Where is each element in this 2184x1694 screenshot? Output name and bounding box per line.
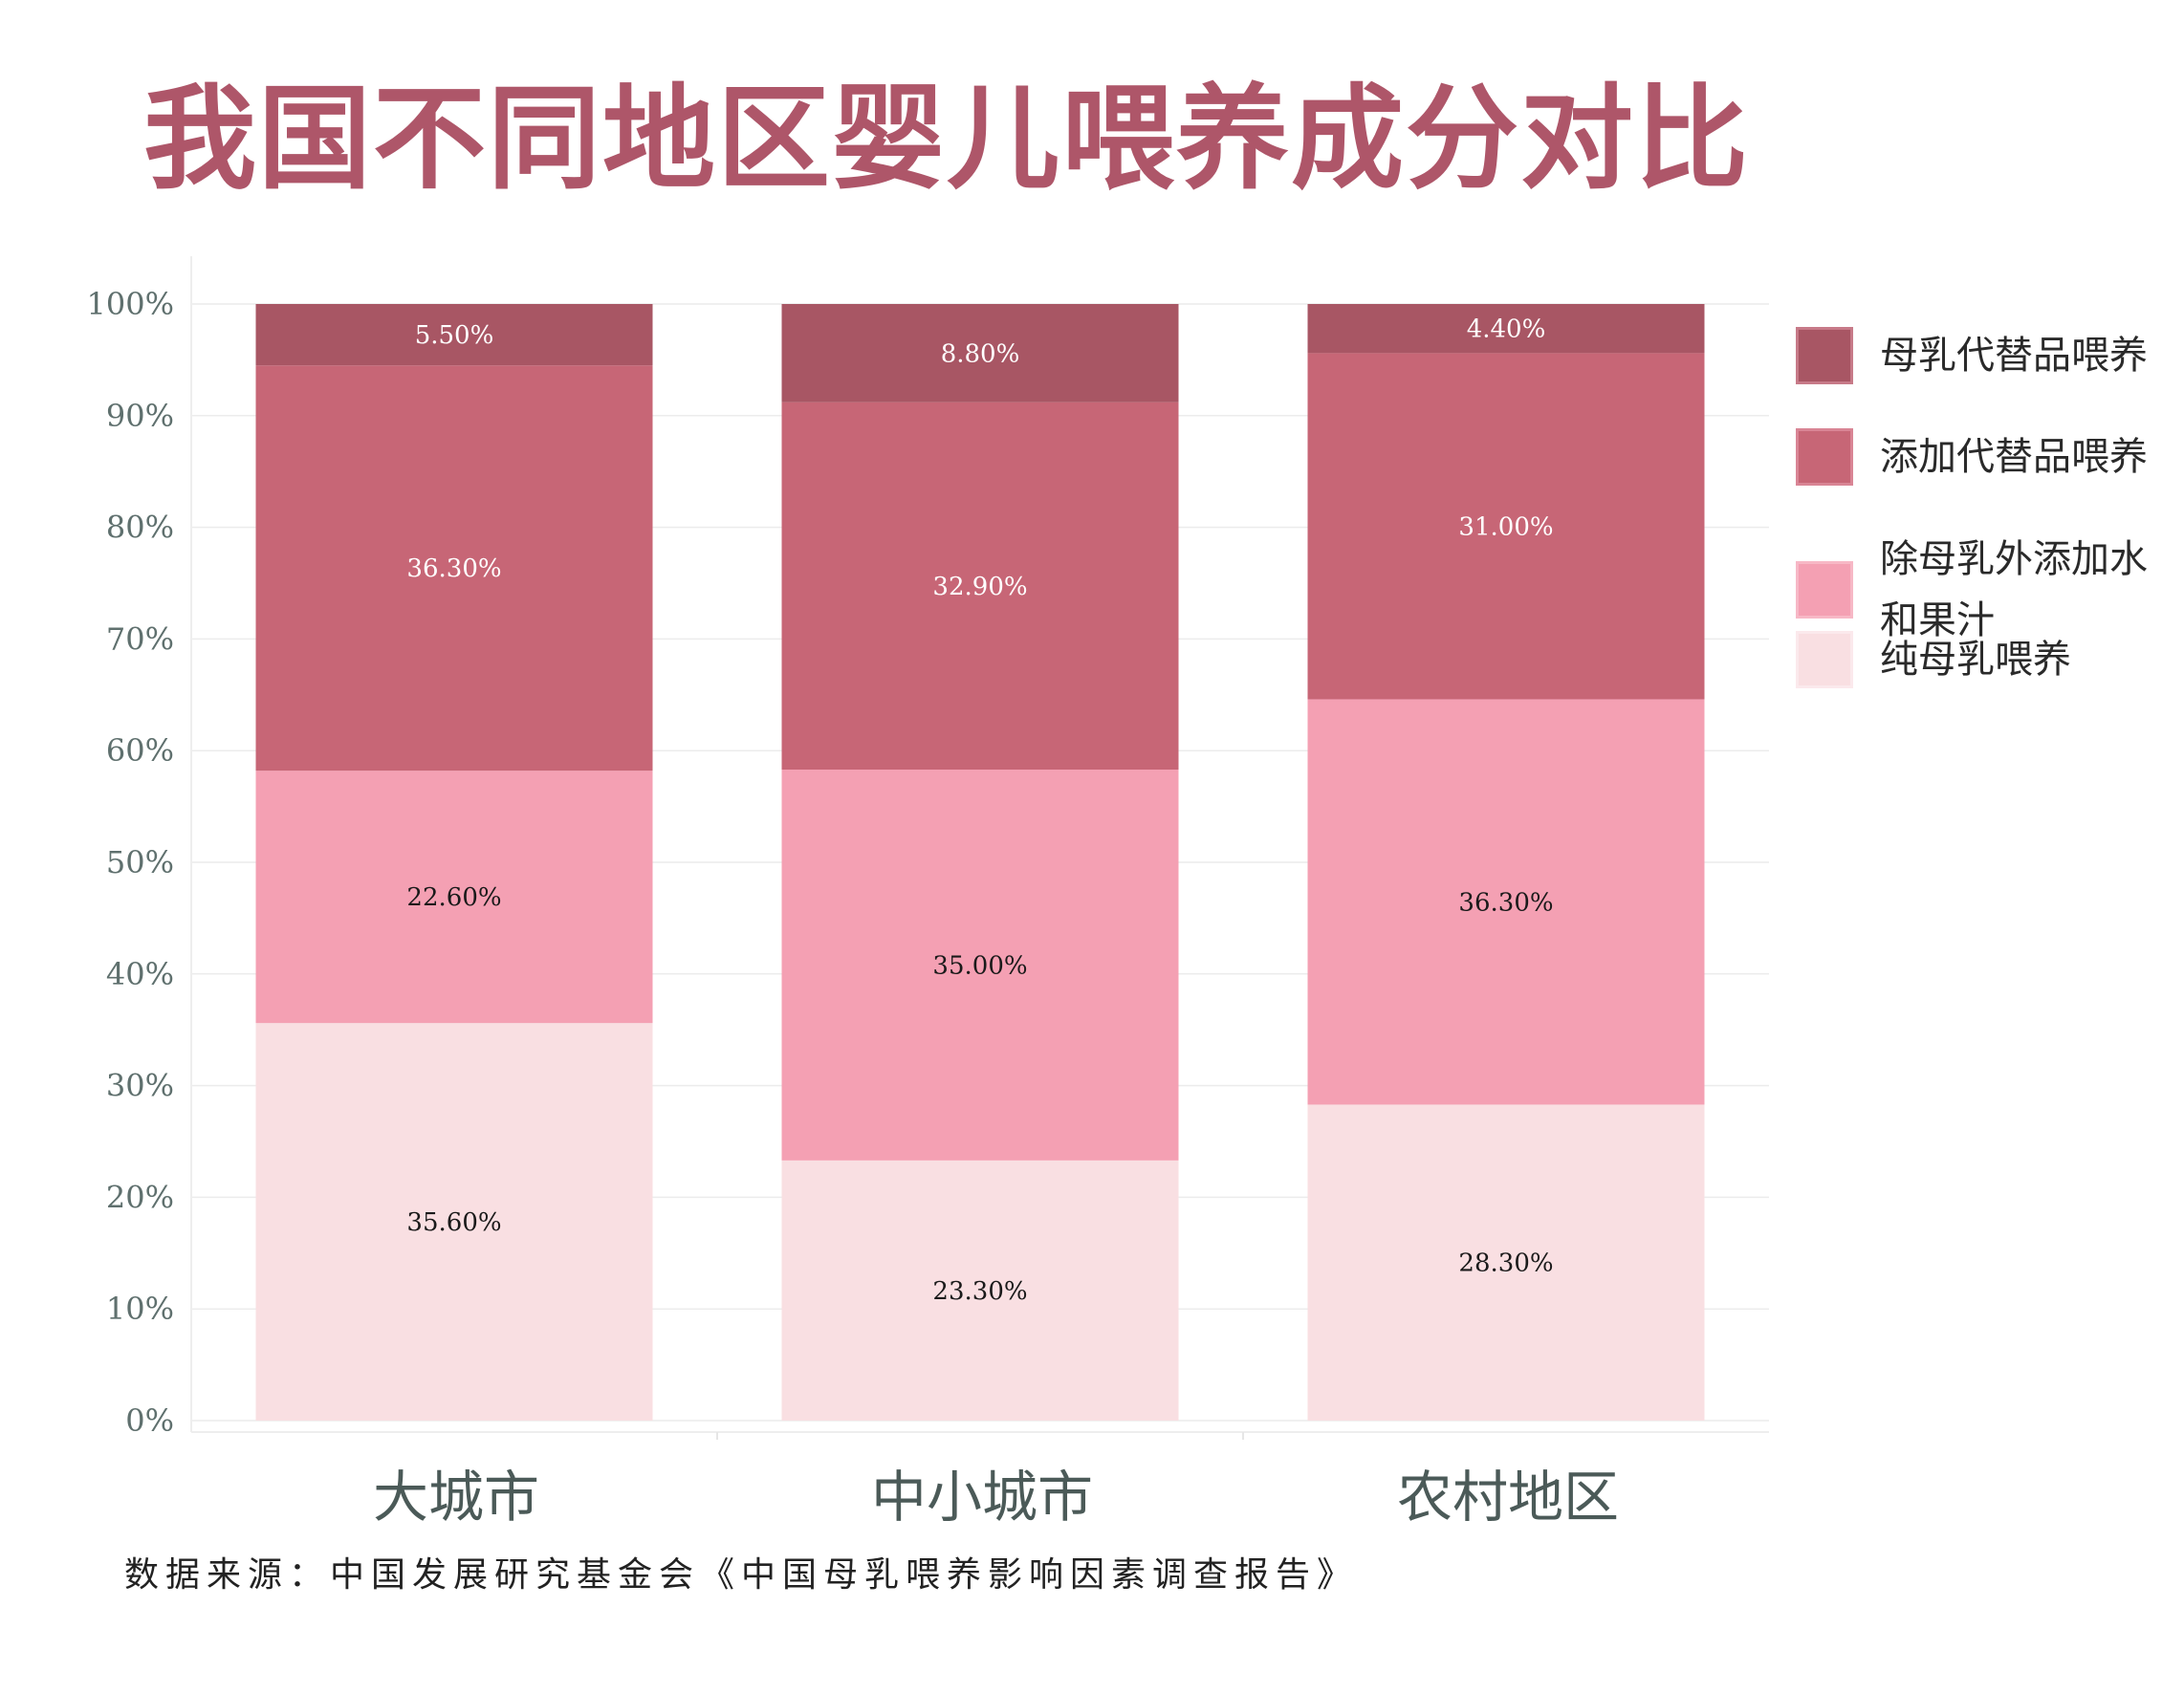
legend-swatch-water-juice <box>1796 561 1853 619</box>
bar-segment-exclusive-breastfeeding[interactable] <box>255 1023 653 1421</box>
data-label: 32.90% <box>932 573 1027 601</box>
x-tick-label: 农村地区 <box>1397 1465 1619 1530</box>
data-label: 23.30% <box>932 1277 1027 1306</box>
legend-swatch-formula <box>1796 327 1853 384</box>
bar-segment-water-juice[interactable] <box>781 770 1179 1161</box>
axes: 0% 10% 20% 30% 40% 50% 60% 70% 80% 90% 100% 大城市 中小城市… <box>87 256 1769 1530</box>
legend-item-supplement[interactable]: 添加代替品喂养 <box>1796 426 2167 488</box>
bar-segment-supplement[interactable] <box>1307 353 1705 700</box>
source-note: 数据来源：中国发展研究基金会《中国母乳喂养影响因素调查报告》 <box>124 1555 1359 1595</box>
y-tick-label: 60% <box>106 732 174 769</box>
data-label: 22.60% <box>406 883 501 912</box>
bar-segment-water-juice[interactable] <box>1307 699 1705 1105</box>
data-label: 36.30% <box>1458 888 1553 917</box>
bar-segment-formula[interactable] <box>781 304 1179 402</box>
bar-segment-exclusive-breastfeeding[interactable] <box>1307 1104 1705 1421</box>
bar-segment-formula[interactable] <box>1307 304 1705 354</box>
y-tick-label: 10% <box>106 1291 174 1327</box>
bar-segment-exclusive-breastfeeding[interactable] <box>781 1160 1179 1421</box>
data-label: 28.30% <box>1458 1249 1553 1278</box>
legend-label-formula: 母乳代替品喂养 <box>1880 334 2148 378</box>
y-tick-label: 30% <box>106 1068 174 1104</box>
legend-label-water-juice: 除母乳外添加水和果汁 <box>1880 537 2148 642</box>
legend-item-water-juice[interactable]: 除母乳外添加水和果汁 <box>1796 529 2167 651</box>
legend-label-supplement: 添加代替品喂养 <box>1880 435 2148 479</box>
legend-label-exclusive-breastfeeding: 纯母乳喂养 <box>1880 638 2071 682</box>
bar-segment-water-juice[interactable] <box>255 771 653 1024</box>
y-tick-label: 70% <box>106 620 174 657</box>
y-tick-label: 80% <box>106 510 174 546</box>
y-tick-label: 0% <box>125 1402 174 1439</box>
legend-swatch-exclusive-breastfeeding <box>1796 631 1853 688</box>
x-tick-label: 大城市 <box>373 1465 539 1530</box>
legend-swatch-supplement <box>1796 428 1853 486</box>
data-labels: 35.60% 22.60% 36.30% 5.50% 23.30% 35.00% 32.90… <box>406 315 1553 1306</box>
data-label: 31.00% <box>1458 512 1553 541</box>
y-tick-label: 40% <box>106 956 174 992</box>
chart-title: 我国不同地区婴儿喂养成分对比 <box>143 73 1751 205</box>
data-label: 35.00% <box>932 951 1027 980</box>
y-tick-label: 100% <box>87 286 174 322</box>
data-label: 5.50% <box>415 321 494 350</box>
x-tick-label: 中小城市 <box>871 1465 1093 1530</box>
legend-item-exclusive-breastfeeding[interactable]: 纯母乳喂养 <box>1796 629 2167 690</box>
bars <box>255 304 1705 1421</box>
data-label: 4.40% <box>1467 315 1546 344</box>
data-label: 36.30% <box>406 554 501 583</box>
data-label: 8.80% <box>941 339 1020 368</box>
bar-segment-formula[interactable] <box>255 304 653 366</box>
legend-item-formula[interactable]: 母乳代替品喂养 <box>1796 325 2167 386</box>
y-tick-label: 90% <box>106 398 174 434</box>
bar-segment-supplement[interactable] <box>781 402 1179 771</box>
data-label: 35.60% <box>406 1208 501 1237</box>
bar-segment-supplement[interactable] <box>255 365 653 771</box>
y-tick-label: 50% <box>106 844 174 880</box>
y-tick-label: 20% <box>106 1179 174 1215</box>
